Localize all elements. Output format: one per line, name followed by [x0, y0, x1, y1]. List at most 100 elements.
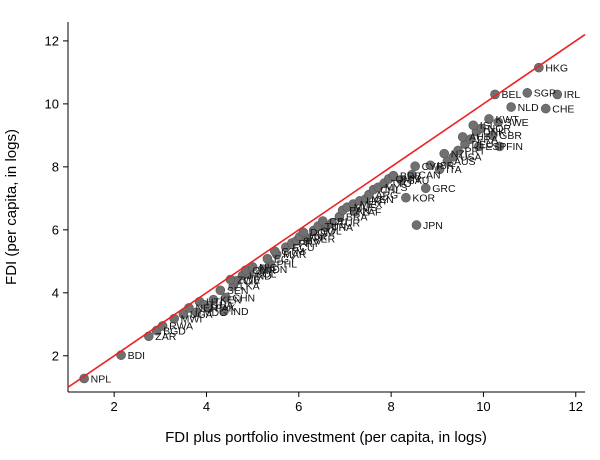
point-label: ITA [446, 164, 462, 176]
point-label: USA [460, 152, 482, 164]
point-label: CHL [380, 184, 401, 196]
point-label: SLV [303, 236, 322, 248]
data-point [396, 175, 407, 185]
point-label: GTM [281, 246, 304, 258]
data-point [208, 294, 219, 305]
x-tick-label: 10 [476, 399, 490, 414]
point-label: DNK [483, 126, 505, 138]
identity-line [67, 33, 586, 388]
data-point [298, 227, 309, 238]
data-point [178, 309, 189, 320]
point-label: CIV [243, 276, 261, 288]
data-point [540, 103, 551, 114]
data-point [457, 132, 468, 142]
point-label: UGA [190, 309, 213, 321]
point-labels: NPLBDIZARBGDRWAMWIUGANERMDGHTIGHAPAKKENI… [91, 62, 581, 385]
y-tick-label: 8 [52, 159, 59, 174]
point-label: ESP [485, 141, 506, 153]
data-point [493, 117, 504, 127]
tick-marks: 2 4 6 8 10 12 2 4 6 8 10 12 [45, 33, 583, 414]
forty-five-degree-line [67, 33, 586, 388]
point-label: MWI [181, 313, 203, 325]
point-label: NIC [259, 262, 278, 274]
data-point [221, 292, 231, 303]
point-label: KEN [220, 295, 242, 307]
data-point [388, 170, 399, 181]
point-label: DOM [310, 227, 335, 239]
point-label: NER [195, 303, 218, 315]
data-point [522, 88, 533, 98]
data-point [247, 262, 258, 272]
data-points [79, 62, 563, 384]
point-label: NZL [451, 148, 471, 160]
y-tick-label: 12 [45, 33, 59, 48]
data-point [262, 253, 273, 264]
data-point [411, 220, 422, 230]
point-label: IRL [564, 89, 581, 101]
point-label: PRY [298, 238, 319, 250]
point-label: PER [314, 233, 336, 245]
point-label: TTO [391, 178, 412, 190]
point-label: JPN [423, 220, 443, 232]
data-point [191, 307, 202, 318]
point-label: SWE [505, 117, 529, 129]
x-tick-label: 4 [203, 399, 210, 414]
point-label: MUS [354, 202, 377, 214]
point-label: PHL [277, 259, 298, 271]
point-label: MAR [283, 249, 307, 261]
point-label: HKG [545, 62, 568, 74]
point-label: ZAF [362, 206, 382, 218]
point-label: ZAR [155, 331, 176, 343]
data-point [407, 169, 417, 180]
axes [67, 22, 585, 393]
data-point [425, 160, 436, 171]
data-point [219, 306, 229, 316]
point-label: BRB [400, 170, 422, 182]
point-label: DEU [471, 139, 493, 151]
data-point [484, 114, 494, 124]
point-label: MYS [385, 182, 408, 194]
point-label: COL [320, 225, 342, 237]
point-label: EGY [274, 254, 296, 266]
data-point [318, 216, 328, 226]
point-label: URY [366, 196, 388, 208]
x-tick-label: 12 [569, 399, 583, 414]
point-label: BGD [163, 325, 186, 337]
point-label: ARG [375, 189, 398, 201]
point-label: JOR [306, 232, 327, 244]
data-point [439, 148, 450, 159]
point-label: CRI [329, 216, 347, 228]
point-label: KOR [412, 193, 435, 205]
y-axis-title: FDI (per capita, in logs) [3, 129, 20, 285]
data-point [203, 303, 214, 313]
data-point [327, 218, 337, 228]
point-label: AUS [454, 156, 476, 168]
point-label: SAU [408, 175, 430, 187]
data-point [494, 141, 505, 152]
data-point [552, 89, 563, 100]
point-label: NOR [488, 123, 512, 135]
y-tick-label: 2 [52, 348, 59, 363]
point-label: MEX [360, 199, 383, 211]
point-label: BRA [346, 211, 368, 223]
point-label: CMR [252, 265, 276, 277]
data-point [487, 130, 498, 141]
point-label: PRT [465, 145, 486, 157]
point-label: PAK [215, 303, 235, 315]
y-tick-label: 6 [52, 222, 59, 237]
point-label: IND [231, 306, 250, 318]
point-label: NLD [518, 102, 539, 114]
point-label: MDG [203, 307, 228, 319]
point-label: THA [332, 222, 353, 234]
point-label: CHN [232, 292, 255, 304]
data-point [401, 192, 411, 203]
point-label: CHE [552, 103, 574, 115]
point-label: IDN [269, 264, 287, 276]
point-label: SGP [534, 88, 556, 100]
point-label: OMN [395, 174, 420, 186]
point-label: HND [249, 270, 272, 282]
point-label: CYP [422, 161, 444, 173]
data-point [257, 264, 268, 274]
point-label: KWT [495, 114, 519, 126]
